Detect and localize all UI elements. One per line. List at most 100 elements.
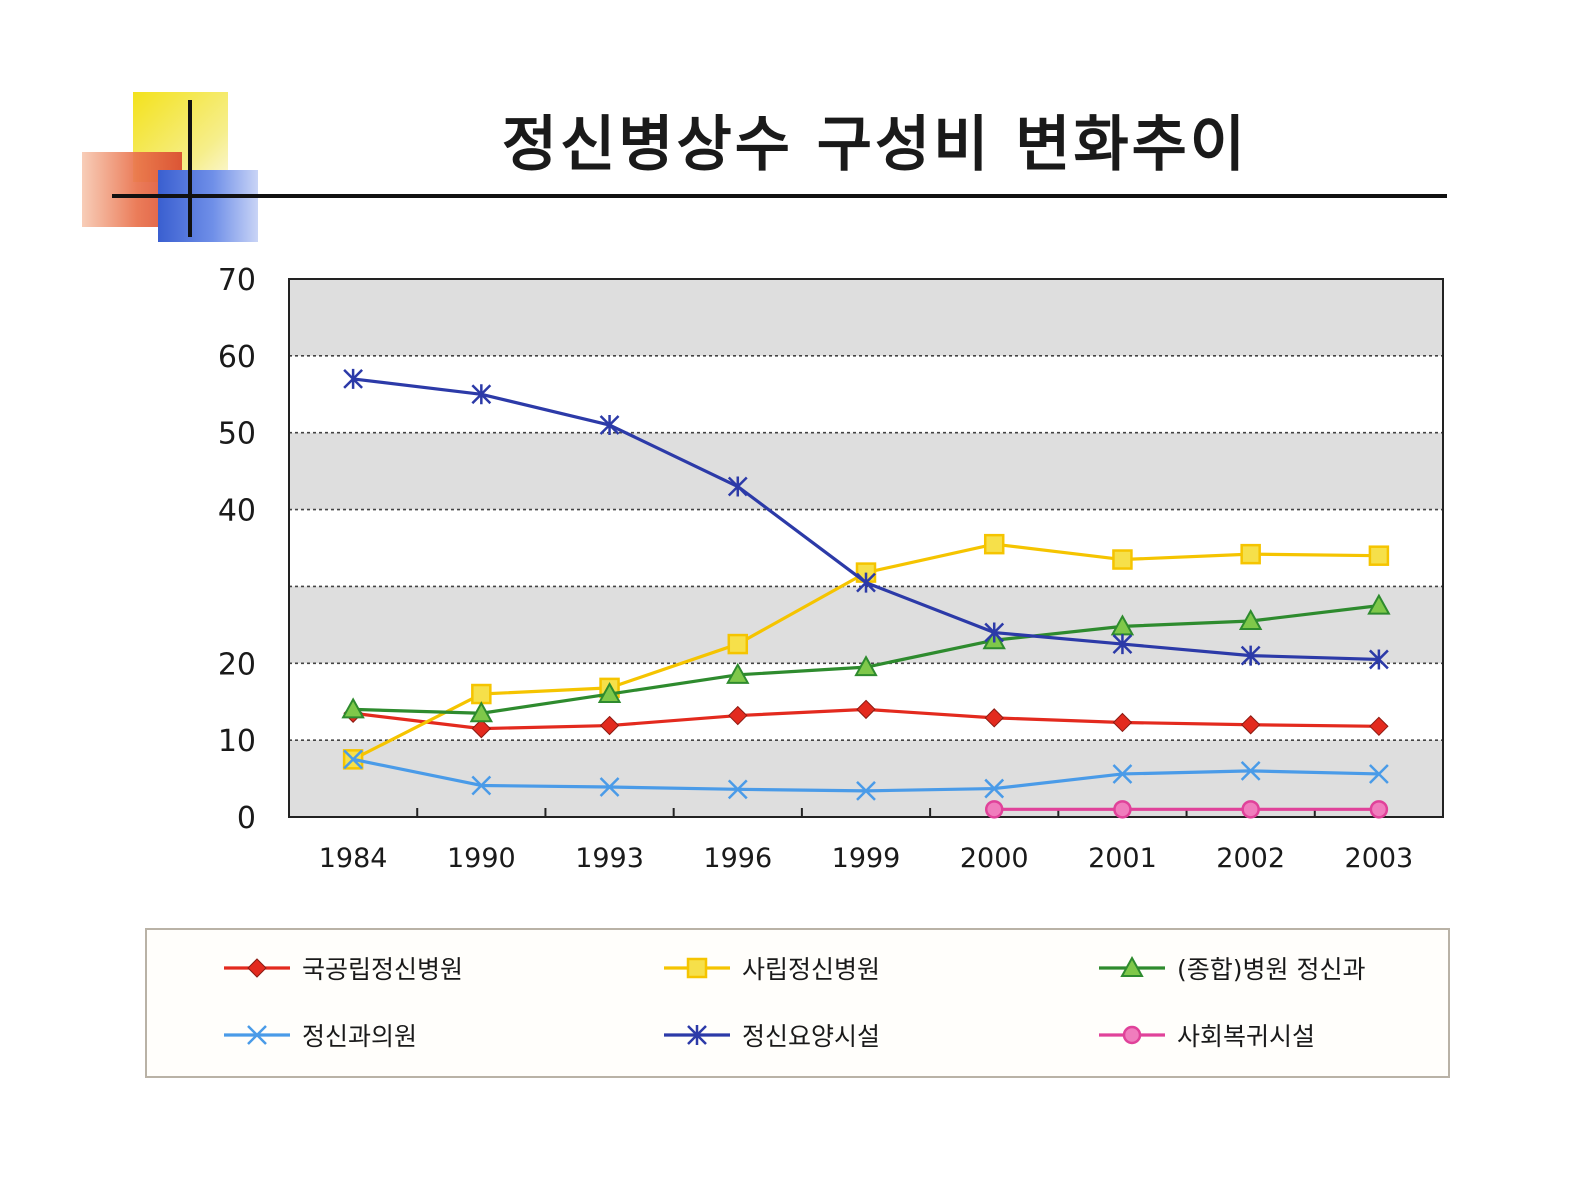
x-tick-label: 2003 <box>1345 843 1414 874</box>
legend-item: 사회복귀시설 <box>1097 1015 1315 1055</box>
data-point <box>856 699 876 720</box>
data-point <box>1368 545 1390 566</box>
decorative-vertical-rule <box>188 100 192 237</box>
legend-label: 사립정신병원 <box>742 955 881 984</box>
legend-label: 정신요양시설 <box>742 1022 881 1051</box>
data-point <box>1240 761 1261 781</box>
legend-item: 사립정신병원 <box>662 948 880 988</box>
legend-marker <box>247 958 267 978</box>
data-point <box>599 777 620 797</box>
series-5 <box>984 800 1389 819</box>
data-point <box>599 415 620 436</box>
data-point <box>983 533 1005 555</box>
data-point <box>727 633 749 655</box>
y-tick-label: 40 <box>218 494 256 529</box>
y-tick-label: 70 <box>218 263 256 298</box>
data-point <box>471 384 492 405</box>
data-point <box>1112 764 1133 784</box>
legend-label: 사회복귀시설 <box>1177 1022 1316 1051</box>
grid-band <box>289 279 1443 356</box>
series-2 <box>341 593 1391 723</box>
series-3 <box>343 749 1389 801</box>
series-4 <box>343 368 1389 670</box>
x-tick-label: 1996 <box>703 843 772 874</box>
data-point <box>343 749 363 770</box>
x-tick-label: 1990 <box>447 843 516 874</box>
data-point <box>984 800 1004 819</box>
data-point <box>856 780 876 801</box>
data-point <box>469 701 494 723</box>
title-underline-rule <box>112 194 1447 198</box>
plot-frame <box>288 278 1444 818</box>
data-point <box>1367 593 1391 615</box>
line-chart: 0 10 20 40 50 60 70 1984 1990 1993 1996 1999 2000 200… <box>218 263 1444 874</box>
x-tick-label: 1984 <box>319 843 388 874</box>
legend-marker <box>247 1025 267 1045</box>
data-point <box>726 662 750 684</box>
legend-item: 국공립정신병원 <box>222 948 463 988</box>
data-point <box>1369 800 1389 819</box>
data-point <box>984 708 1004 728</box>
data-point <box>854 655 878 677</box>
legend-swatch <box>1099 1025 1165 1045</box>
legend-item: 정신요양시설 <box>662 1015 880 1055</box>
x-tick-label: 2002 <box>1216 843 1285 874</box>
grid-band <box>289 586 1443 664</box>
y-tick-label: 20 <box>218 647 256 682</box>
y-tick-label: 10 <box>218 724 256 759</box>
legend-item: (종합)병원 정신과 <box>1097 948 1365 988</box>
legend-swatch <box>1099 955 1165 977</box>
data-point <box>599 715 620 736</box>
legend-swatch <box>664 1025 730 1045</box>
x-tick-label: 1993 <box>575 843 644 874</box>
data-point <box>727 476 748 497</box>
x-tick-label: 1999 <box>832 843 901 874</box>
legend-marker <box>1122 1025 1142 1045</box>
grid-band <box>289 432 1443 510</box>
data-point <box>343 368 363 389</box>
grid-band <box>289 740 1443 817</box>
legend-marker <box>686 957 708 979</box>
y-tick-label: 0 <box>237 801 256 836</box>
x-tick-label: 2001 <box>1088 843 1157 874</box>
legend-swatch <box>224 1025 290 1045</box>
slide-title: 정신병상수 구성비 변화추이 <box>501 110 1249 180</box>
data-point <box>1112 634 1133 655</box>
data-point <box>1369 764 1389 784</box>
data-point <box>471 775 492 796</box>
plot-area <box>289 279 1443 817</box>
series-0 <box>343 699 1389 739</box>
data-point <box>984 622 1005 643</box>
data-point <box>1369 649 1389 670</box>
data-point <box>856 572 876 593</box>
legend-swatch <box>224 958 290 978</box>
legend-marker <box>1120 955 1144 977</box>
data-point <box>1112 712 1133 733</box>
x-tick-label: 2000 <box>960 843 1029 874</box>
data-point <box>1238 608 1263 631</box>
legend-item: 정신과의원 <box>222 1015 417 1055</box>
data-point <box>1113 800 1132 819</box>
data-point <box>471 718 492 739</box>
data-point <box>1240 645 1261 666</box>
data-point <box>471 683 492 705</box>
data-point <box>1240 543 1261 565</box>
y-tick-label: 50 <box>218 417 256 452</box>
data-point <box>1112 549 1133 570</box>
decorative-blue-square <box>158 170 258 242</box>
data-point <box>1240 715 1261 735</box>
legend-label: (종합)병원 정신과 <box>1177 955 1366 984</box>
legend-marker <box>687 1025 707 1045</box>
data-point <box>597 681 622 704</box>
data-point <box>341 697 365 719</box>
legend-label: 국공립정신병원 <box>302 955 464 984</box>
legend-swatch <box>664 957 730 979</box>
data-point <box>728 705 748 726</box>
data-point <box>1241 800 1260 819</box>
data-point <box>1369 716 1389 737</box>
y-tick-label: 60 <box>218 340 256 375</box>
data-point <box>727 779 748 800</box>
data-point <box>984 778 1005 799</box>
